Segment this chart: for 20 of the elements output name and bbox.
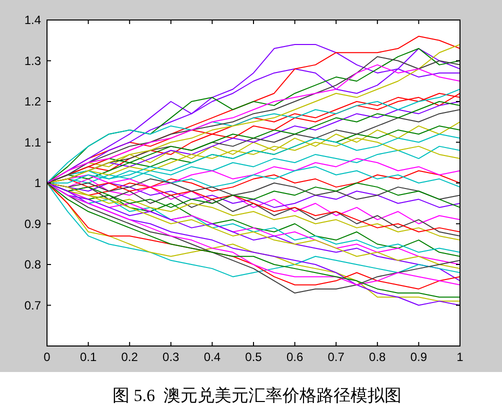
x-tick-label: 0.5 [245,350,262,364]
x-tick-label: 0.4 [204,350,221,364]
x-tick-label: 0.1 [80,350,97,364]
y-tick-label: 1.1 [24,135,42,150]
y-tick-label: 1.2 [24,94,42,108]
x-tick-label: 0.7 [328,350,345,364]
y-tick-label: 1.3 [24,54,42,68]
x-tick-label: 0.9 [410,350,428,364]
x-tick-label: 1 [456,350,464,364]
text: 图 5.6 澳元兑美元汇率价格路径模拟图 [112,386,402,405]
y-tick-label: 1 [34,176,42,190]
x-tick-label: 0 [44,350,51,364]
x-tick-label: 0.6 [286,350,304,364]
x-tick-label: 0.2 [121,350,138,364]
y-tick-label: 0.7 [24,298,42,312]
x-tick-label: 0.3 [162,350,180,364]
y-tick-label: 0.8 [24,258,42,272]
y-tick-label: 1.4 [24,13,42,27]
x-tick-label: 0.8 [369,350,386,364]
y-tick-label: 0.9 [24,216,42,231]
